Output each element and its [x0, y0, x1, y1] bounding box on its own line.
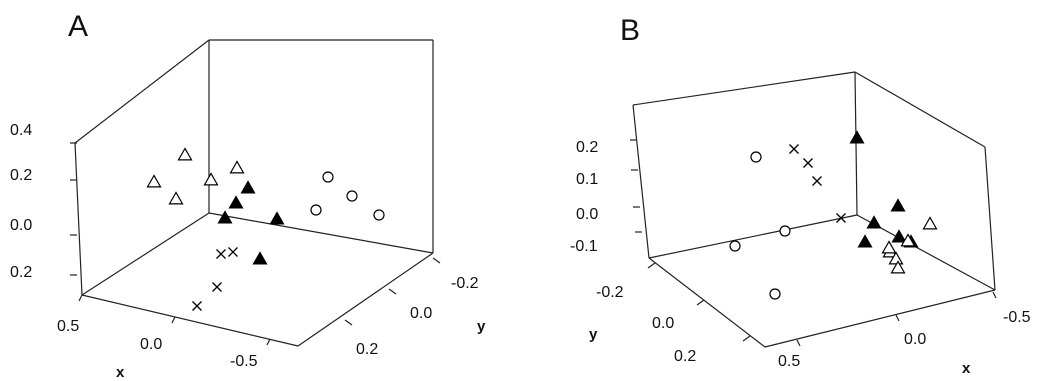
- open-circle-point: [373, 209, 385, 221]
- filled-triangle-point: [849, 130, 865, 144]
- x-axis-label: x: [116, 364, 125, 381]
- cross-point: [192, 301, 202, 311]
- x-tick-label: 0.5: [57, 318, 79, 335]
- z-tick-label: 0.0: [576, 206, 598, 223]
- panel-b-x-ticks: 0.5 0.0 -0.5 x: [778, 291, 1031, 377]
- filled-triangle-point: [217, 210, 233, 224]
- panel-b: B 0.2 0.1 0.0 -0.1 -0.2: [570, 14, 1031, 377]
- open-circle-point: [769, 288, 781, 300]
- y-axis-label: y: [477, 318, 486, 335]
- panel-a-label: A: [68, 10, 88, 43]
- open-triangle-point: [900, 233, 916, 247]
- cross-point: [228, 247, 238, 257]
- x-tick-label: 0.0: [904, 331, 926, 348]
- cross-point: [836, 213, 846, 223]
- z-tick-label: 0.1: [576, 171, 598, 188]
- open-circle-point: [750, 151, 762, 163]
- open-circle-point: [310, 204, 322, 216]
- panel-b-box: [632, 71, 996, 348]
- panel-a-z-ticks: 0.4 0.2 0.0 0.2: [10, 122, 77, 281]
- y-tick-label: 0.2: [674, 348, 696, 365]
- open-circle-point: [729, 240, 741, 252]
- x-tick-label: -0.5: [1003, 309, 1031, 326]
- filled-triangle-point: [228, 195, 244, 209]
- z-tick-label: 0.2: [10, 167, 32, 184]
- z-tick-label: 0.2: [10, 264, 32, 281]
- open-triangle-point: [890, 260, 906, 274]
- open-triangle-point: [881, 240, 897, 254]
- open-triangle-point: [922, 216, 938, 230]
- z-tick-label: 0.2: [576, 139, 598, 156]
- filled-triangle-point: [857, 234, 873, 248]
- cross-point: [812, 176, 822, 186]
- filled-triangle-point: [252, 251, 268, 265]
- cross-point: [216, 249, 226, 259]
- y-axis-label: y: [589, 326, 598, 343]
- panel-b-label: B: [620, 14, 640, 47]
- x-tick-label: 0.5: [778, 353, 800, 370]
- panel-b-marks: [729, 130, 938, 300]
- y-tick-label: 0.0: [652, 315, 674, 332]
- open-triangle-point: [146, 174, 162, 188]
- x-tick-label: -0.5: [230, 353, 258, 370]
- panel-a-y-ticks: -0.2 0.0 0.2 y: [344, 257, 486, 358]
- open-circle-point: [779, 225, 791, 237]
- y-tick-label: -0.2: [451, 275, 479, 292]
- filled-triangle-point: [891, 229, 907, 243]
- z-tick-label: 0.4: [10, 122, 32, 139]
- z-tick-label: -0.1: [570, 238, 598, 255]
- panel-b-y-ticks: -0.2 0.0 0.2 y: [589, 262, 751, 365]
- open-circle-point: [322, 171, 334, 183]
- open-triangle-point: [229, 160, 245, 174]
- open-triangle-point: [177, 147, 193, 161]
- x-axis-label: x: [962, 360, 971, 377]
- filled-triangle-point: [866, 215, 882, 229]
- y-tick-label: 0.0: [410, 305, 432, 322]
- panel-a: A 0.4 0.2 0.0 0.2: [10, 10, 486, 381]
- y-tick-label: -0.2: [596, 284, 624, 301]
- cross-point: [789, 144, 799, 154]
- open-circle-point: [346, 190, 358, 202]
- cross-point: [803, 158, 813, 168]
- open-triangle-point: [203, 172, 219, 186]
- panel-a-x-ticks: 0.5 0.0 -0.5 x: [57, 294, 271, 381]
- y-tick-label: 0.2: [356, 341, 378, 358]
- panel-a-box: [74, 39, 434, 347]
- open-triangle-point: [168, 191, 184, 205]
- filled-triangle-point: [269, 211, 285, 225]
- cross-point: [212, 282, 222, 292]
- filled-triangle-point: [240, 180, 256, 194]
- x-tick-label: 0.0: [140, 336, 162, 353]
- panel-a-marks: [146, 147, 385, 311]
- z-tick-label: 0.0: [10, 217, 32, 234]
- filled-triangle-point: [890, 198, 906, 212]
- panel-b-z-ticks: 0.2 0.1 0.0 -0.1: [570, 139, 642, 255]
